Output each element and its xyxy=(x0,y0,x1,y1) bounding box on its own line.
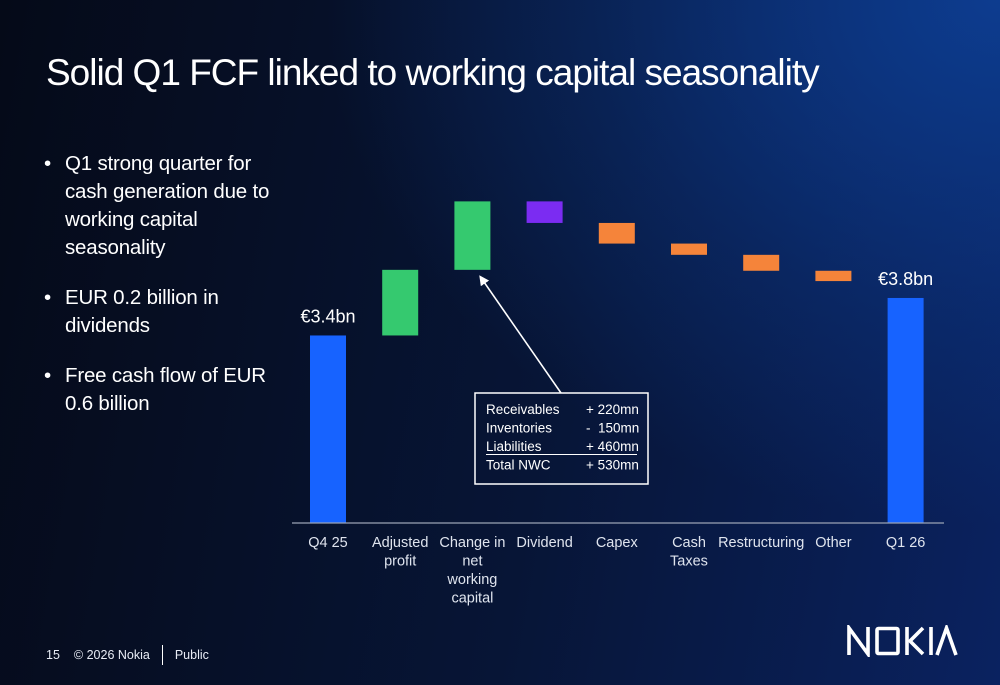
classification: Public xyxy=(174,648,209,662)
bullet-item: • EUR 0.2 billion in dividends xyxy=(44,284,294,340)
bullet-dot: • xyxy=(44,152,51,175)
bar-adjusted-profit xyxy=(382,269,419,336)
data-label: €3.8bn xyxy=(878,269,933,289)
x-tick-label: Capex xyxy=(596,535,639,551)
x-tick-label: Other xyxy=(815,535,851,551)
footer: 15 © 2026 Nokia Public xyxy=(46,645,209,665)
bar-capex xyxy=(598,222,635,244)
bullet-item: • Q1 strong quarter for cash generation d… xyxy=(44,150,294,262)
nokia-logo xyxy=(847,625,958,657)
nwc-row-label: Liabilities xyxy=(486,439,542,454)
bar-cash-taxes xyxy=(671,243,707,255)
nwc-row-value: - 150mn xyxy=(586,421,639,436)
nwc-row-value: + 530mn xyxy=(586,458,639,473)
x-tick-label: Change in xyxy=(439,535,505,551)
bar-q1-26 xyxy=(887,297,924,523)
nwc-row-label: Total NWC xyxy=(486,458,551,473)
x-tick-label: Dividend xyxy=(516,535,572,551)
nwc-row-value: + 220mn xyxy=(586,402,639,417)
x-tick-label: Taxes xyxy=(670,554,708,570)
bar-q4-25 xyxy=(310,335,346,523)
copyright: © 2026 Nokia xyxy=(73,648,150,662)
data-label: €3.4bn xyxy=(300,306,355,326)
bullet-dot: • xyxy=(44,364,51,387)
bullet-text: Free cash flow of EUR 0.6 billion xyxy=(65,364,266,415)
x-tick-label: Restructuring xyxy=(718,535,804,551)
bar-change-in-net-working-capital xyxy=(454,201,491,270)
bar-dividend xyxy=(526,201,563,223)
x-tick-label: Q4 25 xyxy=(308,535,348,551)
nwc-breakdown-box xyxy=(474,392,649,485)
bullet-list: • Q1 strong quarter for cash generation d… xyxy=(44,150,294,440)
nwc-row-value: + 460mn xyxy=(586,439,639,454)
x-tick-label: net xyxy=(462,554,482,570)
x-tick-label: Adjusted xyxy=(372,535,428,551)
x-tick-label: capital xyxy=(451,591,493,607)
footer-divider xyxy=(161,645,163,665)
x-tick-label: Q1 26 xyxy=(886,535,926,551)
bullet-item: • Free cash flow of EUR 0.6 billion xyxy=(44,362,294,418)
x-tick-label: profit xyxy=(384,554,416,570)
bar-other xyxy=(815,270,852,282)
page-number: 15 xyxy=(46,648,60,662)
x-tick-label: Cash xyxy=(672,535,706,551)
bullet-text: EUR 0.2 billion in dividends xyxy=(65,286,219,337)
nwc-row-label: Inventories xyxy=(486,421,552,436)
slide-title: Solid Q1 FCF linked to working capital s… xyxy=(46,52,820,93)
bullet-text: Q1 strong quarter for cash generation du… xyxy=(65,152,270,259)
bar-restructuring xyxy=(743,254,780,271)
bullet-dot: • xyxy=(44,286,51,309)
nwc-row-label: Receivables xyxy=(486,402,560,417)
annotation-arrow xyxy=(479,275,562,394)
x-tick-label: working xyxy=(446,572,497,588)
